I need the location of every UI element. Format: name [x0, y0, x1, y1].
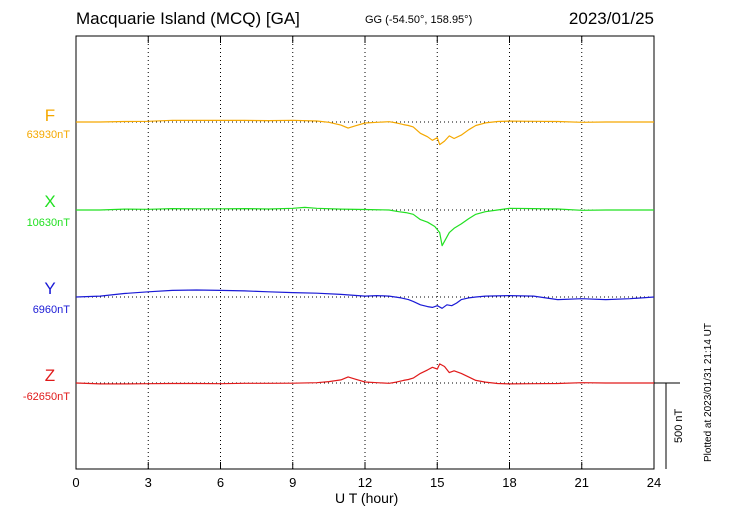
- x-tick-label: 24: [647, 475, 661, 490]
- series-line-y: [75, 289, 655, 309]
- baseline-label-y: 6960nT: [32, 304, 70, 316]
- plotted-timestamp: Plotted at 2023/01/31 21:14 UT: [703, 323, 714, 462]
- x-tick-label: 18: [502, 475, 516, 490]
- series-line-z: [75, 363, 654, 385]
- component-label-y: Y: [44, 279, 56, 298]
- x-tick-label: 0: [72, 475, 79, 490]
- baseline-label-z: -62650nT: [22, 391, 70, 403]
- component-label-f: F: [44, 106, 56, 125]
- series-line-f: [76, 119, 654, 146]
- x-tick-label: 6: [217, 475, 224, 490]
- component-label-x: X: [44, 192, 56, 211]
- x-tick-label: 15: [430, 475, 444, 490]
- x-tick-label: 9: [289, 475, 296, 490]
- x-axis-label: U T (hour): [335, 490, 399, 506]
- station-coordinates: GG (-54.50°, 158.95°): [365, 14, 473, 26]
- scale-bar-label: 500 nT: [673, 408, 685, 443]
- station-title: Macquarie Island (MCQ) [GA]: [76, 9, 300, 28]
- component-label-z: Z: [44, 366, 56, 385]
- x-tick-label: 21: [575, 475, 589, 490]
- plot-date: 2023/01/25: [568, 9, 654, 28]
- baseline-label-x: 10630nT: [26, 217, 70, 229]
- baseline-label-f: 63930nT: [26, 129, 70, 141]
- x-tick-label: 12: [358, 475, 372, 490]
- x-tick-label: 3: [145, 475, 152, 490]
- series-line-x: [76, 206, 654, 247]
